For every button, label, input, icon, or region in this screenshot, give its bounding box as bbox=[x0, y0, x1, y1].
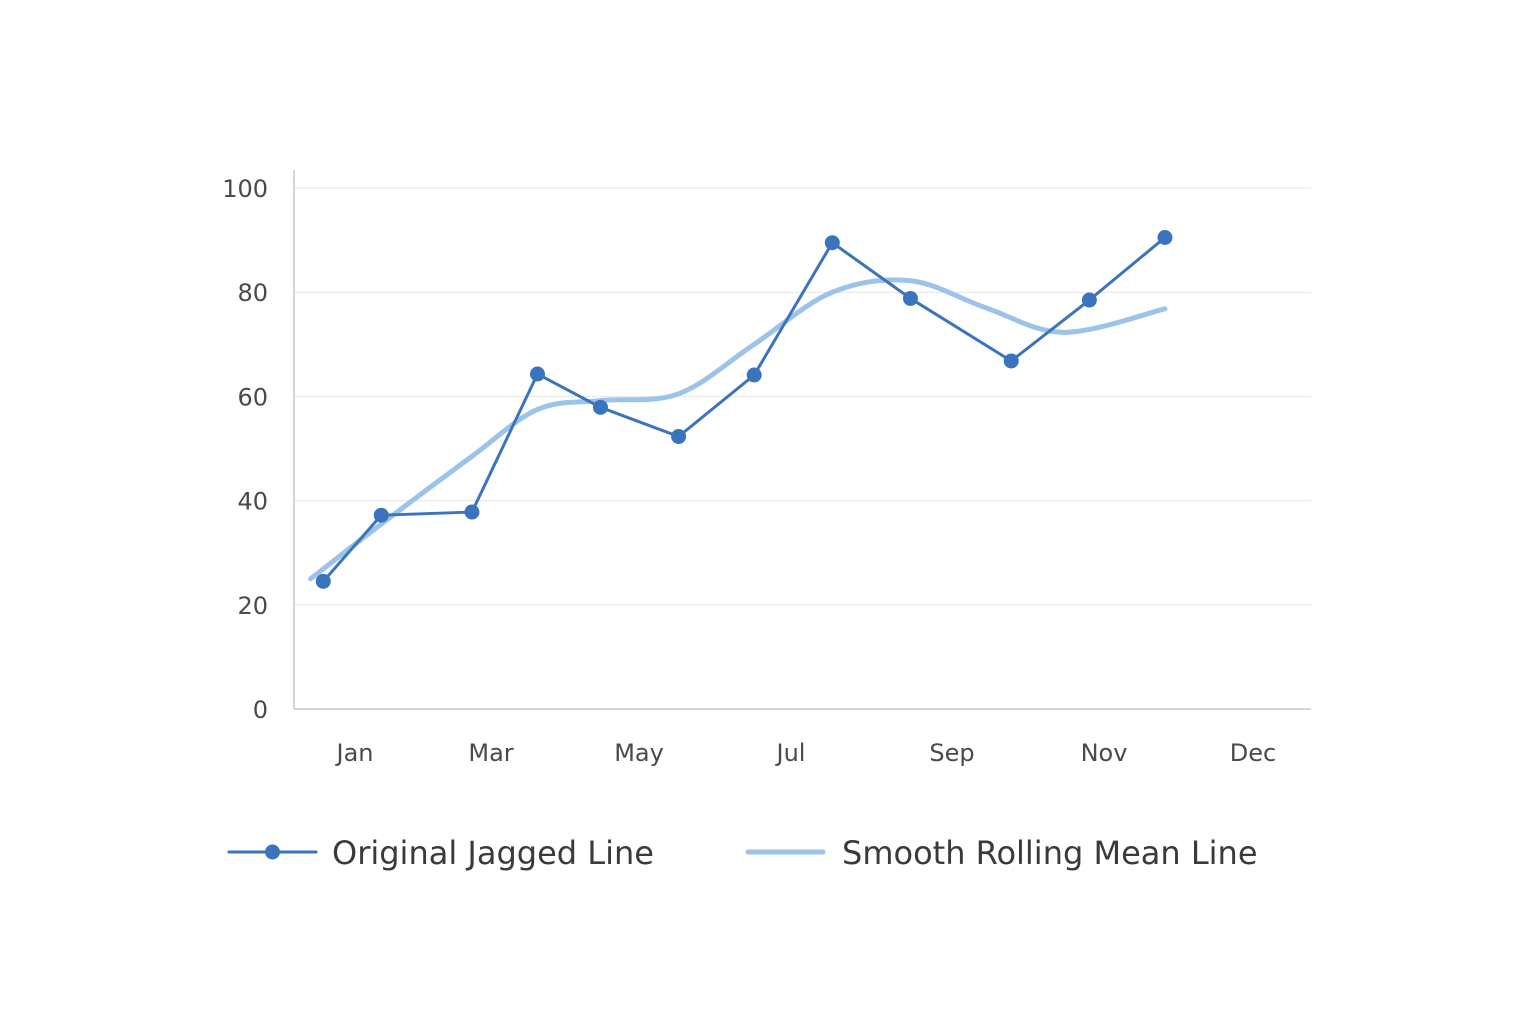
data-point bbox=[1157, 229, 1173, 245]
x-tick-label: Jan bbox=[335, 739, 374, 767]
y-tick-label: 40 bbox=[237, 488, 268, 516]
x-tick-label: Jul bbox=[775, 739, 806, 767]
data-point bbox=[592, 399, 608, 415]
series-line bbox=[308, 277, 1168, 582]
x-axis-ticks: Jan Mar May Jul Sep Nov Dec bbox=[335, 739, 1277, 767]
series-line bbox=[322, 236, 1166, 583]
data-point bbox=[1003, 353, 1019, 369]
legend-item: Original Jagged Line bbox=[227, 834, 654, 872]
x-tick-label: Dec bbox=[1230, 739, 1276, 767]
y-tick-label: 20 bbox=[237, 592, 268, 620]
data-point bbox=[529, 366, 545, 382]
y-tick-label: 80 bbox=[237, 279, 268, 307]
y-tick-label: 60 bbox=[237, 383, 268, 411]
data-point bbox=[902, 290, 918, 306]
legend-label: Smooth Rolling Mean Line bbox=[842, 834, 1258, 872]
y-axis-ticks: 0 20 40 60 80 100 bbox=[222, 175, 268, 724]
x-tick-label: Sep bbox=[929, 739, 974, 767]
data-point bbox=[373, 507, 389, 523]
data-point bbox=[315, 573, 331, 589]
y-tick-label: 100 bbox=[222, 175, 268, 203]
legend-item: Smooth Rolling Mean Line bbox=[745, 834, 1258, 872]
data-point bbox=[464, 504, 480, 520]
data-point bbox=[671, 429, 687, 445]
axes bbox=[293, 170, 1311, 710]
x-tick-label: Nov bbox=[1081, 739, 1128, 767]
x-tick-label: Mar bbox=[468, 739, 513, 767]
x-tick-label: May bbox=[614, 739, 664, 767]
series-original-jagged bbox=[315, 229, 1173, 589]
series-layer bbox=[308, 229, 1173, 589]
data-point bbox=[746, 367, 762, 383]
data-point bbox=[824, 235, 840, 251]
series-smooth-rolling-mean bbox=[308, 277, 1168, 582]
legend: Original Jagged Line Smooth Rolling Mean … bbox=[227, 834, 1258, 872]
legend-label: Original Jagged Line bbox=[332, 834, 654, 872]
grid-lines bbox=[294, 187, 1311, 606]
y-tick-label: 0 bbox=[253, 696, 268, 724]
data-point bbox=[1081, 292, 1097, 308]
legend-marker bbox=[265, 844, 280, 860]
